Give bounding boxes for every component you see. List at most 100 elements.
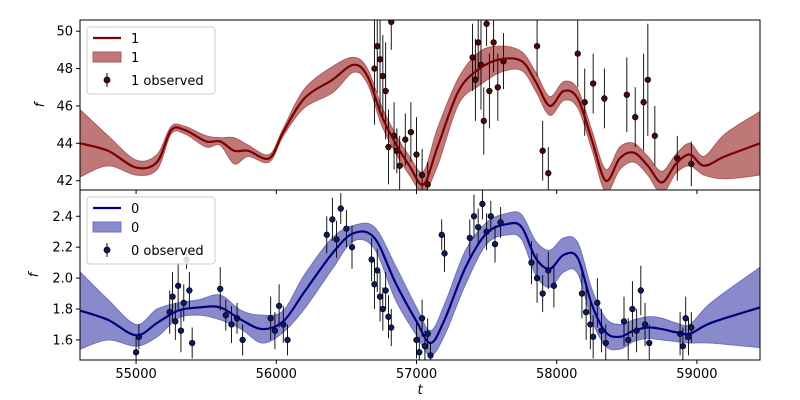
bottom-observed-point <box>641 321 649 328</box>
top-observed-point <box>623 91 630 98</box>
top-y-tick-label: 42 <box>56 174 73 189</box>
top-y-tick-label: 48 <box>56 62 73 77</box>
top-observed-point <box>413 151 420 158</box>
bottom-observed-point <box>528 259 535 266</box>
bottom-x-tick-label: 58000 <box>536 367 577 382</box>
top-mean-line <box>80 57 760 186</box>
bottom-observed-point <box>174 282 182 289</box>
bottom-observed-point <box>427 352 434 359</box>
bottom-observed-point <box>186 287 193 294</box>
bottom-observed-point <box>217 285 224 293</box>
top-legend-line-label: 1 <box>131 32 139 47</box>
bottom-observed-point <box>371 281 378 288</box>
top-observed-point <box>388 20 395 26</box>
top-observed-point <box>407 128 415 136</box>
top-observed-point <box>418 171 426 179</box>
bottom-observed-point <box>418 315 426 322</box>
top-observed-point <box>581 99 588 106</box>
top-observed-point <box>688 160 695 167</box>
bottom-observed-point <box>424 330 431 337</box>
bottom-legend-band-label: 0 <box>131 221 139 236</box>
bottom-observed-point <box>475 223 482 231</box>
bottom-observed-point <box>679 342 687 350</box>
bottom-y-tick-label: 1.6 <box>52 333 73 348</box>
top-observed-point <box>483 20 490 27</box>
top-panel: 42 44 46 48 50 f 1 1 1 observed <box>33 19 761 194</box>
bottom-observed-point <box>376 293 384 300</box>
bottom-mean-line <box>80 221 760 345</box>
bottom-y-tick-label: 2.4 <box>52 210 73 225</box>
bottom-observed-point <box>379 305 386 313</box>
bottom-x-tick-label: 57000 <box>396 367 437 382</box>
bottom-observed-point <box>582 308 590 316</box>
bottom-y-tick-label: 2.2 <box>52 241 73 256</box>
bottom-observed-point <box>421 342 429 350</box>
bottom-observed-point <box>337 205 344 212</box>
bottom-plot-frame <box>79 189 761 361</box>
top-observed-point <box>382 87 389 95</box>
bottom-observed-point <box>413 336 420 344</box>
bottom-observed-point <box>470 213 478 220</box>
top-legend-observed-label: 1 observed <box>131 74 204 89</box>
top-legend-marker-swatch <box>103 76 111 84</box>
bottom-observed-point <box>177 327 185 334</box>
bottom-observed-point <box>620 318 628 325</box>
top-y-axis-label: f <box>33 100 48 107</box>
bottom-observed-point <box>388 324 395 331</box>
bottom-mean-line-layer <box>80 221 760 345</box>
top-observed-point <box>371 65 378 72</box>
bottom-observed-point <box>275 302 283 310</box>
top-observed-point <box>402 136 409 143</box>
bottom-observed-point <box>590 333 597 340</box>
bottom-observed-point <box>539 290 546 297</box>
bottom-x-tick-label: 56000 <box>256 367 297 382</box>
bottom-observed-point <box>348 244 356 251</box>
bottom-observed-point <box>594 299 601 306</box>
top-observed-point <box>379 72 386 80</box>
top-observed-point <box>574 50 581 57</box>
top-observed-point <box>651 132 658 139</box>
bottom-observed-point <box>438 231 445 238</box>
top-observed-point <box>640 99 647 106</box>
top-legend: 1 1 1 observed <box>86 26 216 95</box>
top-observed-point <box>539 147 546 154</box>
bottom-observed-point <box>587 321 594 328</box>
top-legend-band-swatch <box>92 51 122 63</box>
top-observed-point <box>376 56 384 63</box>
bottom-observed-point <box>533 274 541 282</box>
top-mean-line-layer <box>80 57 760 186</box>
bottom-observed-point <box>602 339 609 347</box>
bottom-observed-point <box>385 313 392 320</box>
bottom-x-tick-label: 59000 <box>676 367 717 382</box>
bottom-x-axis: 55000 56000 57000 58000 59000 <box>115 360 718 382</box>
bottom-legend-band-swatch <box>92 221 122 233</box>
top-y-tick-label: 44 <box>56 137 73 152</box>
bottom-observed-point <box>682 315 689 322</box>
bottom-observed-point <box>333 236 340 243</box>
bottom-panel: 1.6 1.8 2.0 2.2 2.4 55000 56000 57000 58000 5900… <box>27 189 761 398</box>
bottom-legend-marker-swatch <box>103 246 111 254</box>
bottom-observed-point <box>169 293 176 300</box>
top-observed-point <box>644 76 651 83</box>
bottom-observed-point <box>239 336 246 344</box>
bottom-observed-point <box>646 339 653 347</box>
top-observed-point <box>486 87 493 95</box>
bottom-observed-point <box>180 299 187 306</box>
top-observed-point <box>590 80 597 87</box>
top-observed-point <box>374 43 381 50</box>
bottom-observed-point <box>323 231 330 238</box>
bottom-observed-point <box>416 349 423 356</box>
bottom-observed-point <box>688 324 695 331</box>
bottom-x-axis-label: t <box>417 383 423 398</box>
bottom-observed-point <box>284 336 291 344</box>
bottom-observed-point <box>578 290 586 297</box>
bottom-legend-observed-label: 0 observed <box>131 244 204 259</box>
top-observed-point <box>545 170 552 177</box>
top-observed-point <box>469 54 476 61</box>
top-y-tick-label: 46 <box>56 99 73 114</box>
bottom-observed-point <box>382 287 389 294</box>
bottom-observed-point <box>222 312 229 319</box>
bottom-observed-point <box>466 234 473 242</box>
bottom-observed-point <box>629 305 636 313</box>
